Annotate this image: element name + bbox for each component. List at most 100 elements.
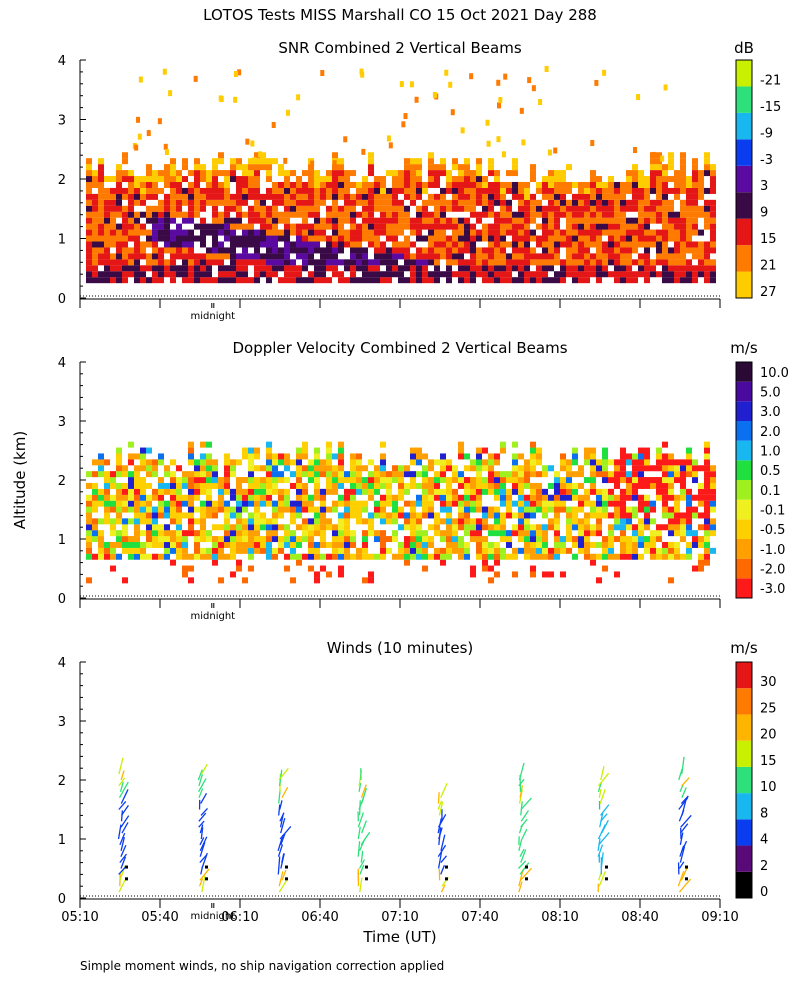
velocity-cell: [680, 488, 686, 495]
velocity-cell: [392, 512, 398, 519]
snr-cell: [644, 271, 650, 278]
velocity-cell: [698, 512, 704, 519]
snr-cell: [296, 94, 301, 101]
snr-cell: [464, 164, 470, 171]
velocity-cell: [302, 453, 308, 460]
snr-cell: [368, 199, 374, 206]
velocity-cell: [260, 518, 266, 525]
velocity-cell: [644, 459, 650, 466]
snr-cell: [134, 193, 140, 200]
snr-cell: [254, 181, 260, 188]
velocity-cell: [686, 471, 692, 478]
snr-cell: [164, 235, 170, 242]
velocity-cell: [296, 553, 302, 560]
snr-cell: [674, 241, 680, 248]
velocity-cell: [482, 518, 488, 525]
velocity-cell: [230, 541, 236, 548]
snr-cell: [314, 211, 320, 218]
snr-cell: [200, 235, 206, 242]
snr-cell: [464, 247, 470, 254]
velocity-cell: [218, 547, 224, 554]
snr-cell: [566, 241, 572, 248]
velocity-cell: [374, 500, 380, 507]
snr-cell: [284, 223, 290, 230]
snr-cell: [416, 277, 422, 284]
velocity-cell: [284, 465, 290, 472]
velocity-cell: [218, 482, 224, 489]
snr-cell: [134, 229, 140, 236]
velocity-cell: [482, 459, 488, 466]
velocity-cell: [500, 477, 506, 484]
snr-cell: [440, 205, 446, 212]
snr-cell: [320, 187, 326, 194]
snr-cell: [572, 193, 578, 200]
velocity-cell: [98, 530, 104, 537]
snr-cell: [446, 217, 452, 224]
velocity-cell: [566, 494, 572, 501]
snr-cell: [272, 229, 278, 236]
snr-cell: [314, 235, 320, 242]
velocity-cell: [488, 577, 494, 584]
snr-cell: [698, 247, 704, 254]
velocity-cell: [260, 477, 266, 484]
velocity-cell: [338, 500, 344, 507]
snr-cell: [482, 271, 488, 278]
snr-cell: [356, 253, 362, 260]
colorbar-swatch: [736, 793, 752, 820]
velocity-cell: [218, 506, 224, 513]
snr-cell: [662, 277, 668, 284]
velocity-cell: [308, 553, 314, 560]
snr-cell: [518, 271, 524, 278]
velocity-cell: [542, 524, 548, 531]
snr-cell: [428, 259, 434, 266]
velocity-cell: [380, 453, 386, 460]
snr-cell: [530, 229, 536, 236]
velocity-cell: [182, 565, 188, 572]
velocity-cell: [440, 494, 446, 501]
velocity-cell: [536, 530, 542, 537]
velocity-cell: [206, 500, 212, 507]
velocity-cell: [158, 459, 164, 466]
snr-cell: [314, 241, 320, 248]
snr-cell: [530, 277, 536, 284]
velocity-cell: [344, 477, 350, 484]
velocity-cell: [710, 482, 716, 489]
velocity-cell: [590, 541, 596, 548]
snr-cell: [164, 241, 170, 248]
snr-cell: [584, 229, 590, 236]
snr-cell: [308, 193, 314, 200]
velocity-cell: [146, 459, 152, 466]
snr-cell: [146, 253, 152, 260]
snr-cell: [122, 158, 128, 165]
snr-cell: [560, 211, 566, 218]
wind-marker: [525, 877, 528, 881]
snr-cell: [590, 140, 595, 147]
snr-cell: [242, 259, 248, 266]
snr-cell: [272, 223, 278, 230]
snr-cell: [386, 223, 392, 230]
velocity-cell: [296, 471, 302, 478]
snr-cell: [494, 217, 500, 224]
snr-cell: [404, 187, 410, 194]
snr-cell: [116, 211, 122, 218]
velocity-cell: [488, 482, 494, 489]
velocity-cell: [116, 488, 122, 495]
snr-cell: [86, 170, 92, 177]
snr-cell: [386, 229, 392, 236]
velocity-cell: [128, 518, 134, 525]
velocity-cell: [608, 459, 614, 466]
snr-cell: [668, 247, 674, 254]
snr-cell: [614, 211, 620, 218]
snr-cell: [374, 176, 380, 183]
velocity-cell: [140, 541, 146, 548]
velocity-cell: [572, 482, 578, 489]
velocity-cell: [626, 547, 632, 554]
snr-cell: [548, 205, 554, 212]
velocity-cell: [98, 494, 104, 501]
snr-cell: [410, 271, 416, 278]
snr-cell: [260, 241, 266, 248]
velocity-cell: [422, 541, 428, 548]
snr-cell: [152, 181, 158, 188]
velocity-cell: [692, 459, 698, 466]
snr-cell: [536, 259, 542, 266]
